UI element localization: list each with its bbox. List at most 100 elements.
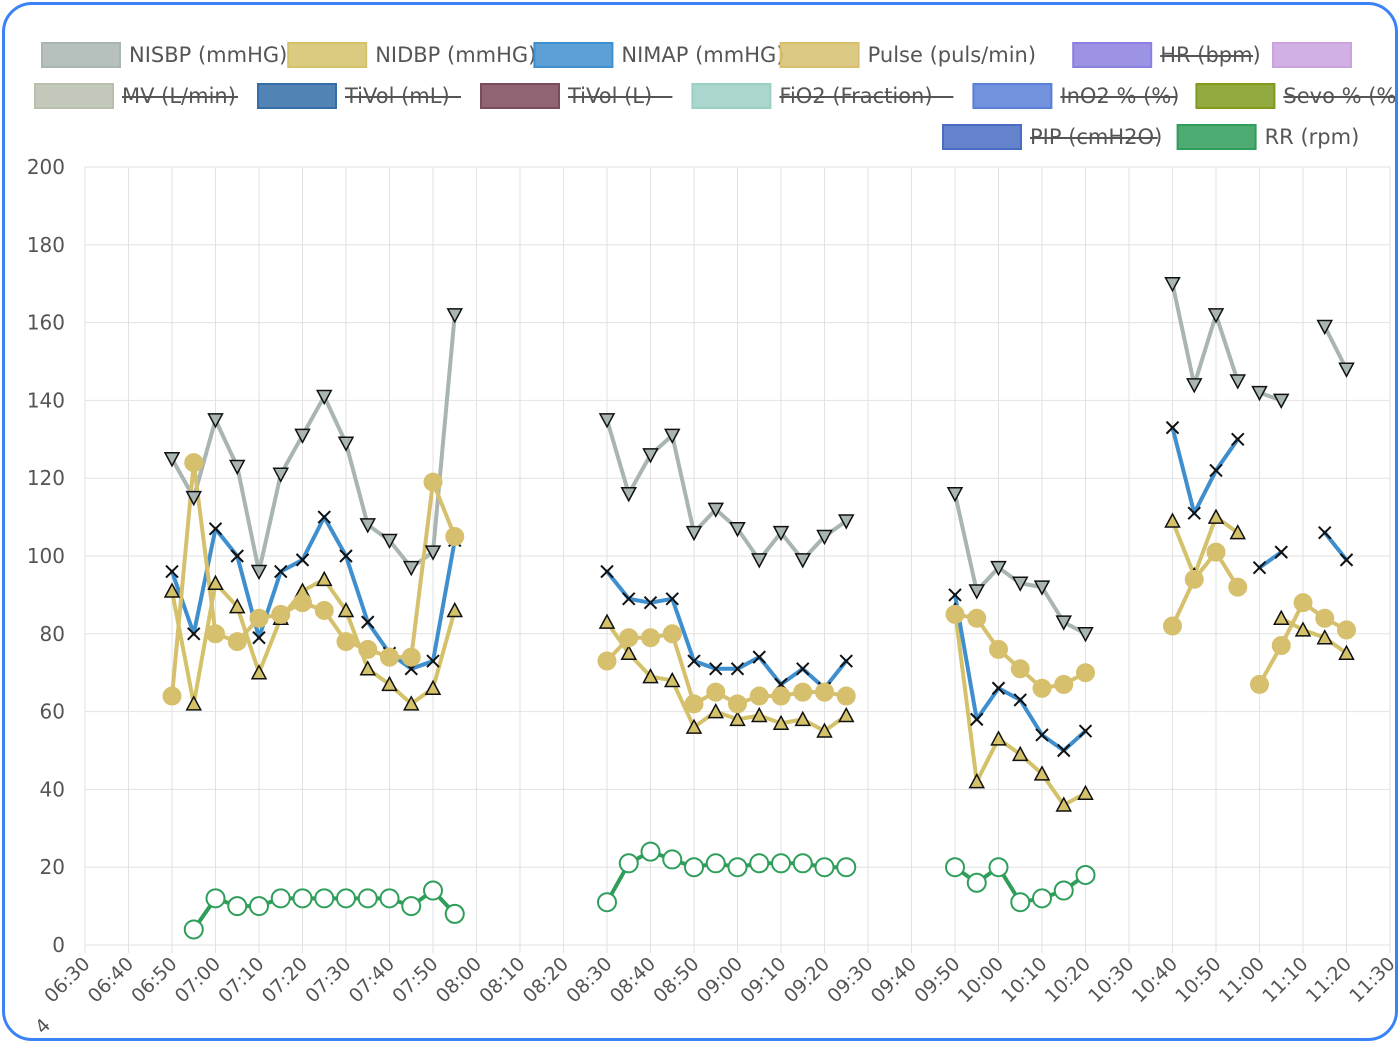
data-point <box>1209 463 1223 478</box>
data-point <box>709 662 723 676</box>
x-tick-label: 08:00 <box>432 953 486 1007</box>
data-point <box>444 903 465 924</box>
data-point <box>185 695 203 711</box>
x-tick-label: 11:30 <box>1345 953 1398 1007</box>
data-point <box>1250 674 1269 694</box>
legend-swatch <box>34 83 114 109</box>
data-point <box>836 857 857 878</box>
data-point <box>990 730 1007 746</box>
y-tick-label: 0 <box>52 933 65 957</box>
data-point <box>793 682 813 702</box>
y-tick-label: 80 <box>40 622 65 646</box>
data-point <box>598 613 616 629</box>
data-point <box>292 888 313 909</box>
legend-swatch <box>533 42 614 68</box>
legend-swatch <box>942 124 1022 150</box>
data-point <box>618 853 639 874</box>
data-point <box>966 872 987 893</box>
data-point <box>337 601 355 618</box>
x-tick-label: 09:50 <box>910 953 964 1007</box>
series <box>170 460 1349 706</box>
data-point <box>1033 765 1051 781</box>
legend-swatch <box>257 83 337 109</box>
data-point <box>640 841 661 862</box>
data-point <box>1053 880 1074 901</box>
legend-swatch <box>480 83 560 109</box>
x-tick-label: 08:10 <box>475 953 529 1007</box>
data-point <box>206 624 225 644</box>
x-tick-label: 07:40 <box>345 953 399 1007</box>
y-tick-label: 60 <box>40 700 65 724</box>
data-point <box>162 686 182 706</box>
data-point <box>1185 378 1203 394</box>
data-point <box>663 428 681 444</box>
data-point <box>359 518 377 534</box>
data-point <box>208 522 223 536</box>
x-tick-label: 10:30 <box>1084 953 1138 1007</box>
legend-item: NISBP (mmHG) <box>41 42 287 68</box>
data-point <box>1163 616 1182 636</box>
data-point <box>1337 620 1356 640</box>
data-point <box>379 888 400 909</box>
data-point <box>816 722 833 738</box>
data-point <box>252 630 266 645</box>
data-point <box>771 686 791 706</box>
data-point <box>839 654 853 668</box>
data-point <box>358 639 378 659</box>
data-point <box>230 549 244 563</box>
data-point <box>207 413 224 429</box>
y-tick-label: 160 <box>27 311 65 335</box>
x-tick-label: 11:10 <box>1258 953 1312 1007</box>
data-point <box>772 714 790 731</box>
data-point <box>620 487 638 503</box>
y-tick-label: 40 <box>40 777 65 801</box>
data-point <box>665 592 679 606</box>
data-point <box>771 853 791 874</box>
x-tick-label: 11:20 <box>1302 953 1356 1007</box>
data-point <box>402 695 420 711</box>
series-markers <box>163 276 1355 643</box>
x-tick-label: 08:20 <box>519 953 573 1007</box>
data-point <box>1164 276 1181 293</box>
legend-item <box>1272 42 1352 68</box>
data-point <box>1274 545 1288 559</box>
data-point <box>426 654 440 668</box>
data-point <box>707 703 725 719</box>
data-point <box>1272 393 1290 409</box>
data-point <box>1251 385 1268 402</box>
data-point <box>622 592 636 606</box>
data-point <box>1294 621 1312 637</box>
data-point <box>314 888 335 909</box>
data-point <box>684 857 704 878</box>
data-point <box>1271 635 1291 655</box>
y-tick-label: 100 <box>27 544 65 568</box>
legend-swatch <box>779 42 860 68</box>
data-point <box>357 888 378 909</box>
data-point <box>445 527 465 547</box>
data-point <box>727 857 748 878</box>
legend-item: TiVol (L) <box>480 83 673 109</box>
series-markers <box>165 420 1354 758</box>
series-line <box>1170 515 1240 578</box>
x-tick-label: 09:20 <box>780 953 834 1007</box>
data-point <box>1229 374 1247 390</box>
data-point <box>729 710 746 727</box>
x-tick-label: 10:40 <box>1128 953 1182 1007</box>
data-point <box>662 849 683 870</box>
data-point <box>227 896 248 917</box>
y-tick-label: 180 <box>27 233 65 257</box>
data-point <box>401 647 421 667</box>
legend-swatch <box>287 42 368 68</box>
data-point <box>752 650 766 664</box>
data-point <box>598 413 616 429</box>
data-point <box>968 584 986 600</box>
data-point <box>270 888 291 909</box>
data-point <box>814 857 835 878</box>
data-point <box>1184 569 1204 589</box>
legend-item: RR (rpm) <box>1176 124 1359 150</box>
data-point <box>662 624 682 644</box>
data-point <box>1077 784 1094 801</box>
data-point <box>792 853 813 874</box>
data-point <box>988 857 1009 878</box>
